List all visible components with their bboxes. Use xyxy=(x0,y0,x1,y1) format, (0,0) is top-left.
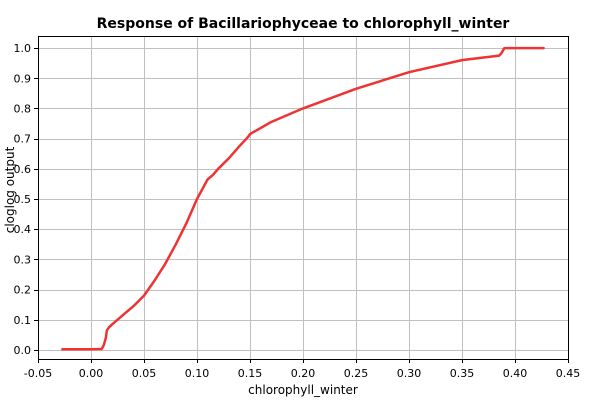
y-tick-label: 0.6 xyxy=(14,163,32,176)
x-tick-label: 0.45 xyxy=(556,367,581,380)
ticks-layer xyxy=(34,48,569,363)
x-tick-label: 0.25 xyxy=(344,367,369,380)
x-axis-label: chlorophyll_winter xyxy=(248,383,358,397)
chart-title: Response of Bacillariophyceae to chlorop… xyxy=(97,16,510,32)
x-tick-label: 0.35 xyxy=(450,367,475,380)
y-tick-label: 1.0 xyxy=(14,42,32,55)
x-tick-label: 0.00 xyxy=(79,367,104,380)
tick-labels-layer: -0.05 0.00 0.05 0.10 0.15 0.20 0.25 0.30 0.35 0.4… xyxy=(14,42,581,380)
grid-layer xyxy=(38,36,569,359)
y-axis-label: cloglog output xyxy=(3,146,17,233)
x-tick-label: 0.15 xyxy=(238,367,263,380)
y-tick-label: 0.0 xyxy=(14,344,32,357)
y-tick-label: 0.7 xyxy=(14,133,32,146)
series-layer xyxy=(61,46,545,351)
y-tick-label: 0.3 xyxy=(14,253,32,266)
x-tick-label: 0.05 xyxy=(132,367,157,380)
response-curve xyxy=(61,46,545,351)
x-tick-label: 0.30 xyxy=(397,367,422,380)
y-tick-label: 0.8 xyxy=(14,102,32,115)
x-tick-label: 0.40 xyxy=(503,367,528,380)
x-tick-label: 0.10 xyxy=(185,367,210,380)
y-tick-label: 0.1 xyxy=(14,314,32,327)
y-tick-label: 0.4 xyxy=(14,223,32,236)
y-tick-label: 0.9 xyxy=(14,72,32,85)
y-tick-label: 0.5 xyxy=(14,193,32,206)
x-tick-label: -0.05 xyxy=(24,367,52,380)
x-tick-label: 0.20 xyxy=(291,367,316,380)
y-tick-label: 0.2 xyxy=(14,284,32,297)
